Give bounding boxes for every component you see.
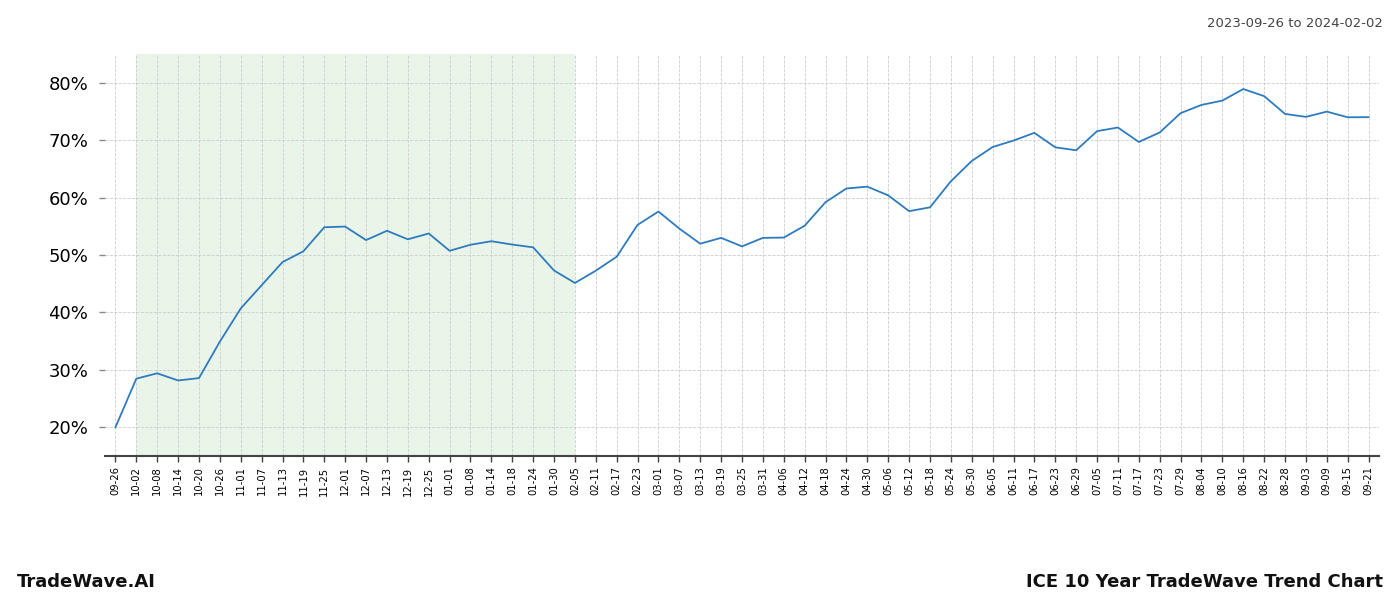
Text: 2023-09-26 to 2024-02-02: 2023-09-26 to 2024-02-02 (1207, 17, 1383, 30)
Bar (136, 54, 575, 456)
Text: ICE 10 Year TradeWave Trend Chart: ICE 10 Year TradeWave Trend Chart (1026, 573, 1383, 591)
Text: TradeWave.AI: TradeWave.AI (17, 573, 155, 591)
